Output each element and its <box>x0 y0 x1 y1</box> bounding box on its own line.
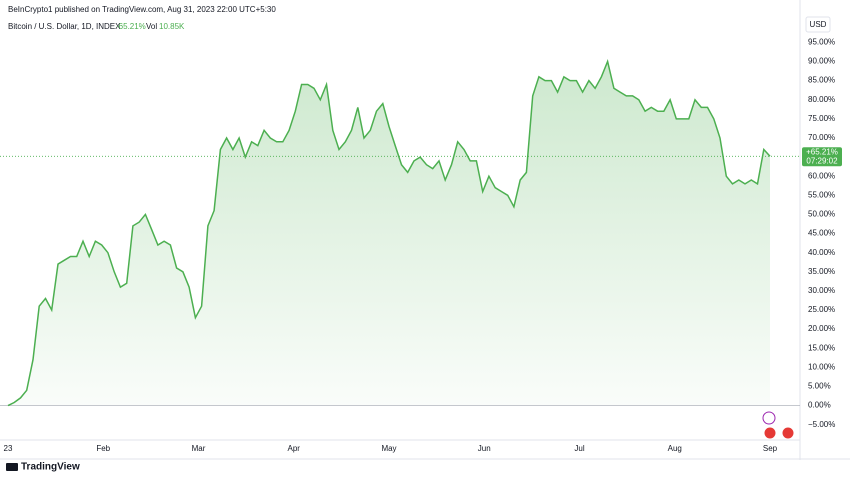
y-tick-label: 20.00% <box>808 324 835 333</box>
y-tick-label: 75.00% <box>808 114 835 123</box>
change: ·65.21% <box>116 22 146 31</box>
x-tick-label: Aug <box>668 444 682 453</box>
volume: 10.85K <box>159 22 185 31</box>
y-tick-label: 30.00% <box>808 286 835 295</box>
last-time-label: 07:29:02 <box>806 156 838 165</box>
last-value-box <box>802 147 842 167</box>
y-tick-label: −5.00% <box>808 420 835 429</box>
y-tick-label: 0.00% <box>808 401 831 410</box>
y-tick-label: 60.00% <box>808 171 835 180</box>
y-tick-label: 50.00% <box>808 210 835 219</box>
volume-label: Vol <box>146 22 157 31</box>
y-tick-label: 90.00% <box>808 57 835 66</box>
x-tick-label: 23 <box>4 444 13 453</box>
event-icon[interactable] <box>762 411 776 425</box>
y-tick-label: 55.00% <box>808 190 835 199</box>
x-tick-label: Jul <box>574 444 584 453</box>
x-tick-label: Apr <box>288 444 301 453</box>
published-note: BeInCrypto1 published on TradingView.com… <box>8 5 276 14</box>
last-value-label: +65.21% <box>806 147 838 156</box>
currency-box <box>805 16 831 33</box>
y-tick-label: 5.00% <box>808 382 831 391</box>
x-tick-label: May <box>381 444 396 453</box>
y-tick-label: 95.00% <box>808 38 835 47</box>
y-tick-label: 10.00% <box>808 362 835 371</box>
y-tick-label: 80.00% <box>808 95 835 104</box>
x-tick-label: Sep <box>763 444 778 453</box>
y-tick-label: 70.00% <box>808 133 835 142</box>
y-tick-label: 25.00% <box>808 305 835 314</box>
y-tick-label: 85.00% <box>808 76 835 85</box>
brand: TradingView <box>21 462 80 473</box>
y-tick-label: 35.00% <box>808 267 835 276</box>
event-icon[interactable] <box>763 426 777 440</box>
y-tick-label: 40.00% <box>808 248 835 257</box>
line <box>7 59 771 407</box>
x-tick-label: Mar <box>192 444 206 453</box>
x-tick-label: Jun <box>478 444 491 453</box>
currency: USD <box>810 20 827 29</box>
event-icon[interactable] <box>781 426 795 440</box>
x-tick-label: Feb <box>96 444 110 453</box>
area <box>8 61 770 406</box>
y-tick-label: 15.00% <box>808 343 835 352</box>
brand-logo <box>6 463 18 471</box>
y-tick-label: 45.00% <box>808 229 835 238</box>
symbol: Bitcoin / U.S. Dollar, 1D, INDEX <box>8 22 121 31</box>
